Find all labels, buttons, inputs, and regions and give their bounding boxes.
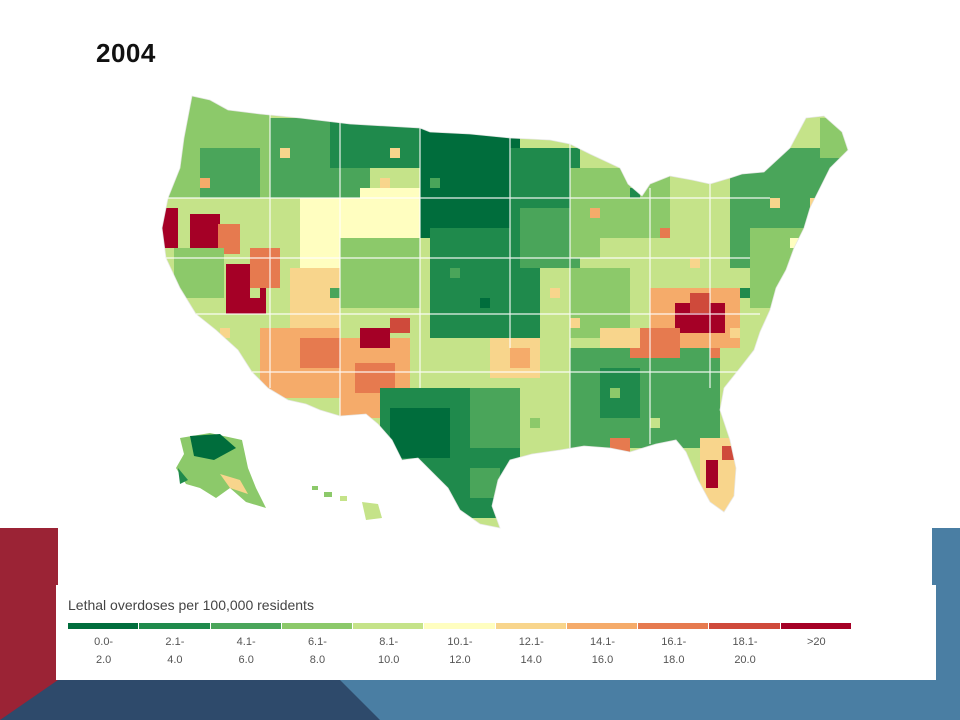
legend-swatch [780,623,851,629]
legend-title: Lethal overdoses per 100,000 residents [68,597,314,613]
hawaii-inset [312,486,382,520]
legend-bin-label-bottom: 8.0 [309,654,326,666]
legend-bin-label-top: 2.1- [165,636,185,648]
legend-bin-label-bottom: 16.0 [591,654,614,666]
legend-bin-label-bottom: 18.0 [663,654,685,666]
legend-swatch [68,623,139,629]
legend-bin-label-bottom: 20.0 [734,654,756,666]
legend-bin-label-top: 0.0- [94,636,114,648]
legend-swatch [495,623,566,629]
county-texture [170,148,800,428]
legend-bin-label-top: 8.1- [379,636,399,648]
slide-title: 2004 [96,38,156,68]
legend-bin-label-top: 18.1- [732,636,758,648]
legend-bin-label-bottom: 6.0 [238,654,254,666]
legend-swatch [566,623,638,629]
legend-bin-label: 10.1- 12.0 [424,633,495,669]
legend-swatch [638,623,709,629]
state-borders [161,95,849,529]
legend-bin-label-bottom: 14.0 [520,654,542,666]
legend-bin-label-top: 6.1- [307,636,327,648]
us-county-overdose-map [161,95,849,529]
legend-bin-label-top: 10.1- [447,636,473,648]
legend-swatch [424,623,495,629]
legend-bin-label-bottom: 4.0 [167,654,183,666]
legend-bin-label: 8.1- 10.0 [353,633,424,669]
legend-swatch [281,623,353,629]
legend-bin-label: 2.1- 4.0 [139,633,210,669]
legend-bin-label: 6.1- 8.0 [282,633,353,669]
legend-bin-label-top: >20 [806,636,826,648]
bottom-steel-band [300,680,960,720]
legend-bin-label: 18.1- 20.0 [709,633,780,669]
legend-bin-label-bottom: 10.0 [377,654,400,666]
legend-swatch [709,623,780,629]
legend-bin-label: 12.1- 14.0 [496,633,567,669]
legend-bin-label-top: 12.1- [518,636,544,648]
legend-bin-label: 14.1- 16.0 [567,633,638,669]
legend-swatch [353,623,424,629]
legend-bin-label-top: 4.1- [236,636,256,648]
legend-bin-label-bottom: 2.0 [95,654,112,666]
legend: Lethal overdoses per 100,000 residents 0… [56,585,936,680]
legend-swatch [139,623,210,629]
legend-bin-labels: 0.0- 2.0 2.1- 4.0 4.1- 6.0 6.1- 8.0 8.1- 10.0 10.1… [68,633,852,669]
bottom-dark-band [0,680,380,720]
legend-bin-label: 16.1- 18.0 [638,633,709,669]
legend-bin-label-top: 14.1- [589,636,616,648]
legend-bin-label-bottom: 12.0 [449,654,471,666]
legend-color-scale [68,623,852,629]
alaska-inset [176,433,266,508]
legend-bin-label: >20 [781,633,852,669]
legend-swatch [210,623,281,629]
legend-bin-label-top: 16.1- [661,636,687,648]
legend-bin-label: 0.0- 2.0 [68,633,139,669]
legend-bin-label: 4.1- 6.0 [211,633,282,669]
